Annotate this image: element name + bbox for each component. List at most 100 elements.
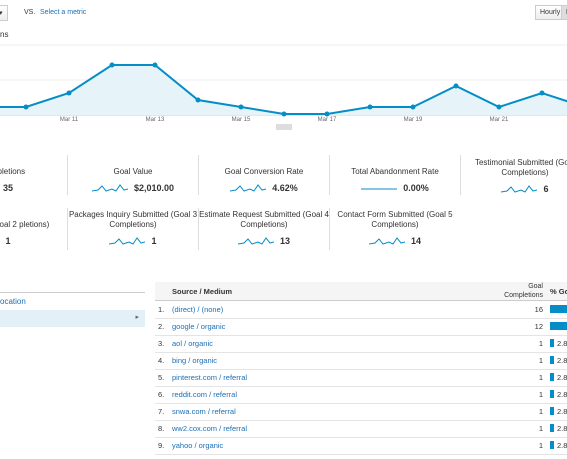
sparkline-path [501,185,538,193]
row-index: 7. [158,407,165,416]
table-row: 6. reddit.com / referral 1 2.8 [155,386,567,404]
percent-bar [550,407,554,415]
scorecard-value-row: 1 [0,236,73,246]
row-source[interactable]: google / organic [172,322,226,331]
metric-dropdown[interactable]: ▾ [0,5,8,21]
point [109,62,115,68]
left-panel-item[interactable]: ocation [0,297,26,306]
scorecard-value-row: 35 [0,183,73,193]
separator [460,155,461,195]
point [281,111,287,117]
percent-bar [550,305,567,313]
scorecard-value-row: 0.00% [330,183,460,193]
table-header [155,282,567,301]
scorecard-value-row: 13 [199,236,329,246]
separator [198,155,199,195]
point [324,111,330,117]
row-source[interactable]: bing / organic [172,356,218,365]
scorecard: mpletions 35 [0,155,73,193]
table-row: 7. snwa.com / referral 1 2.8 [155,403,567,421]
day-button[interactable]: D [561,5,567,20]
scorecard-value: 35 [2,183,13,193]
scorecard: Goal Value $2,010.00 [68,155,198,193]
row-index: 4. [158,356,165,365]
scorecard: Testimonial Submitted (Goal Completions)… [460,150,567,194]
table-row: 8. ww2.cox.com / referral 1 2.8 [155,420,567,438]
chart-handle[interactable] [276,124,292,130]
table-row: 2. google / organic 12 [155,318,567,336]
row-source[interactable]: reddit.com / referral [172,390,238,399]
scorecard: Estimate Request Submitted (Goal 4 Compl… [199,208,329,246]
row-source[interactable]: aol / organic [172,339,213,348]
x-tick-label: Mar 11 [60,117,79,123]
point [453,83,459,89]
vs-label: VS. [24,9,36,16]
scorecard-value: 4.62% [272,183,298,193]
separator [67,155,68,195]
table-row: 3. aol / organic 1 2.8 [155,335,567,353]
row-index: 6. [158,390,165,399]
scorecard-value-row: $2,010.00 [68,183,198,193]
selected-row[interactable]: ▸ [0,310,145,327]
percent-bar [550,424,554,432]
point [23,104,29,110]
row-source[interactable]: yahoo / organic [172,441,224,450]
percent-bar [550,322,567,330]
scorecard-title: Estimate Request Submitted (Goal 4 Compl… [199,210,329,229]
point [539,90,545,96]
area [0,65,567,115]
row-percent: 2.8 [557,373,567,382]
sparkline [230,184,267,192]
row-percent: 2.8 [557,424,567,433]
scorecard-title: mpletions [0,167,26,176]
scorecard-title: Goal Conversion Rate [224,167,304,176]
scorecard: Total Abandonment Rate 0.00% [330,155,460,193]
scorecard-value: $2,010.00 [133,183,175,193]
point [152,62,158,68]
scorecard-value-row: 1 [68,236,198,246]
row-index: 2. [158,322,165,331]
sparkline-path [237,237,274,245]
row-percent: 2.8 [557,441,567,450]
table-row: 4. bing / organic 1 2.8 [155,352,567,370]
percent-bar [550,373,554,381]
header-source: Source / Medium [172,287,233,296]
header-completions: Goal Completions [504,283,543,299]
row-index: 9. [158,441,165,450]
x-tick-label: Mar 21 [490,117,509,123]
row-percent: 2.8 [557,407,567,416]
point [410,104,416,110]
x-tick-label: Mar 19 [404,117,423,123]
select-metric[interactable]: Select a metric [40,9,87,16]
separator [67,208,68,250]
scorecard-title: Packages Inquiry Submitted (Goal 3 Compl… [68,210,198,229]
x-tick-label: Mar 17 [318,117,337,123]
scorecard-title: Total Abandonment Rate [351,167,439,176]
scorecard: Packages Inquiry Submitted (Goal 3 Compl… [68,208,198,246]
sparkline [109,237,146,245]
point [496,104,502,110]
header-percent: % Go [550,287,567,296]
scorecard-value-row: 6 [460,184,567,194]
point [195,97,201,103]
row-source[interactable]: snwa.com / referral [172,407,236,416]
row-completions: 16 [534,305,543,314]
line-chart: Mar 11 Mar 13 Mar 15 Mar 17 Mar 19 Mar 21 [0,44,567,130]
percent-bar [550,390,554,398]
row-source[interactable]: ww2.cox.com / referral [172,424,248,433]
scorecard-value-row: 4.62% [199,183,329,193]
row-percent: 2.8 [557,356,567,365]
row-completions: 1 [538,441,543,450]
separator [329,155,330,195]
row-index: 8. [158,424,165,433]
row-completions: 1 [538,424,543,433]
scorecard-value: 6 [543,184,549,194]
row-source[interactable]: pinterest.com / referral [172,373,248,382]
row-source[interactable]: (direct) / (none) [172,305,224,314]
row-percent: 2.8 [557,339,567,348]
row-percent: 2.8 [557,390,567,399]
scorecard-value: 0.00% [403,183,429,193]
chart-legend: ns [0,30,9,39]
scorecard-title: Contact Form Submitted (Goal 5 Completio… [337,210,453,229]
